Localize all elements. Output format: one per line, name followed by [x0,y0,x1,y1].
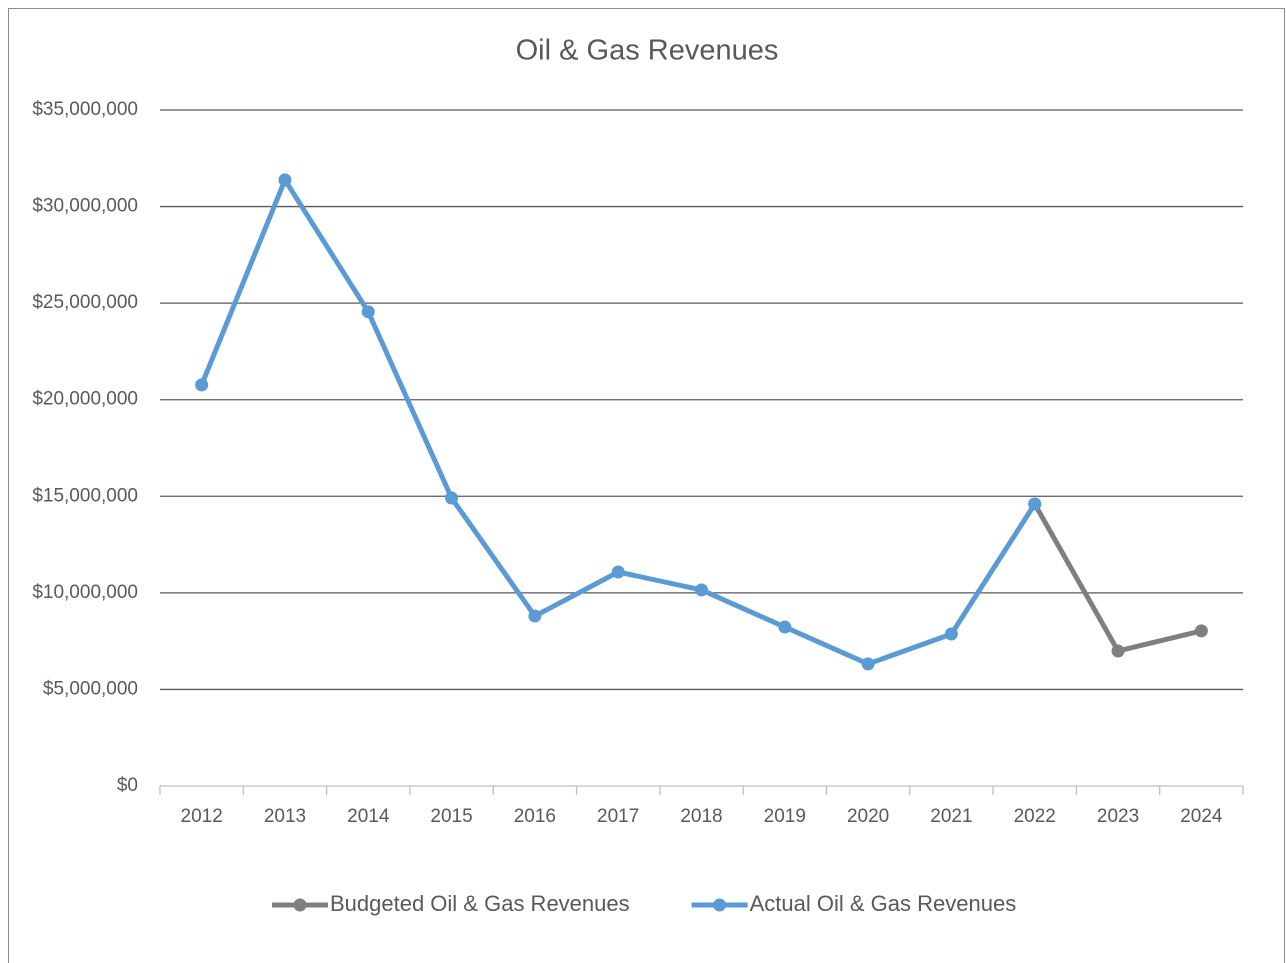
y-tick-label: $20,000,000 [32,389,138,410]
series-line [1032,502,1202,654]
x-tick-label: 2022 [1014,806,1056,827]
x-tick-label: 2012 [181,806,223,827]
x-tick-label: 2019 [764,806,806,827]
x-tick-label: 2015 [430,806,472,827]
data-point [861,657,875,671]
x-tick-label: 2024 [1180,806,1223,827]
legend-marker [293,898,307,912]
data-point [778,620,792,634]
data-point [695,583,708,597]
x-tick-label: 2017 [597,806,639,827]
x-tick-label: 2023 [1097,806,1139,827]
data-point [1194,624,1208,638]
x-tick-label: 2013 [264,806,306,827]
y-tick-label: $15,000,000 [32,485,138,506]
x-tick-label: 2021 [930,806,972,827]
data-point [611,565,625,579]
series-line [199,177,1037,667]
y-tick-label: $10,000,000 [32,582,138,603]
chart-title: Oil & Gas Revenues [516,35,779,67]
chart-border [8,8,1285,963]
x-tick-label: 2016 [514,806,556,827]
legend-label: Actual Oil & Gas Revenues [750,891,1017,916]
data-point [195,378,209,392]
legend-label: Budgeted Oil & Gas Revenues [330,891,630,916]
data-point [528,609,542,623]
y-tick-label: $35,000,000 [32,99,138,120]
data-point [1028,497,1042,511]
y-tick-label: $30,000,000 [32,196,138,217]
data-point [361,305,375,319]
y-tick-label: $0 [117,775,138,796]
y-tick-label: $25,000,000 [32,292,138,313]
y-tick-label: $5,000,000 [43,678,138,699]
x-tick-label: 2014 [347,806,390,827]
x-tick-label: 2020 [847,806,889,827]
x-tick-label: 2018 [680,806,722,827]
legend-marker [713,898,727,912]
data-point [445,491,459,505]
data-point [278,173,292,187]
data-point [944,627,958,641]
data-point [1111,644,1125,658]
